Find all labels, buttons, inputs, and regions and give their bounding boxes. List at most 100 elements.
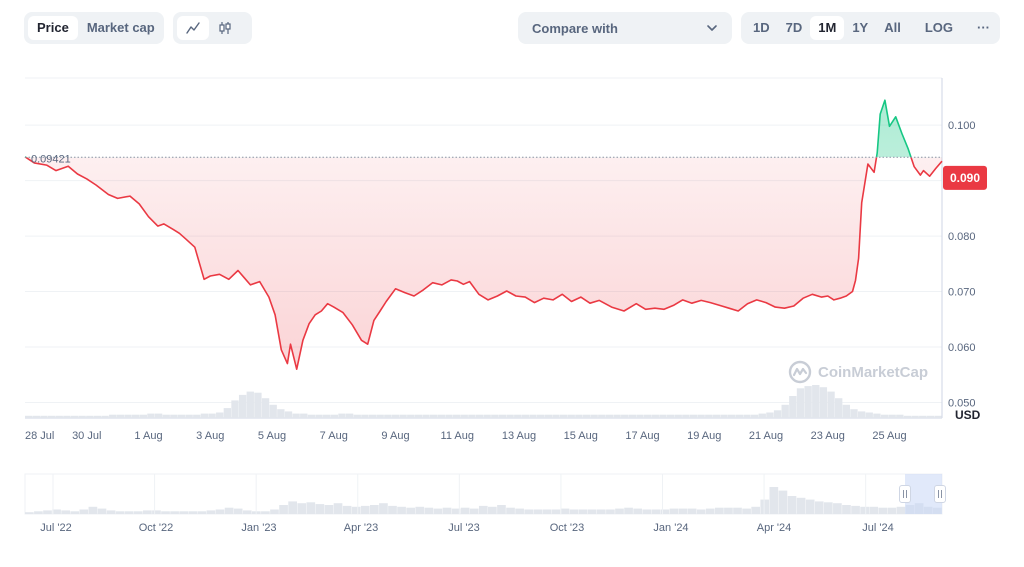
volume-bar: [131, 414, 140, 418]
overview-left-handle[interactable]: [899, 485, 911, 503]
x-tick-label: 1 Aug: [134, 430, 162, 442]
volume-bar: [124, 414, 132, 418]
volume-bar: [284, 411, 293, 418]
volume-bar: [86, 415, 94, 418]
overview-volume-bar: [823, 502, 833, 514]
overview-volume-bar: [478, 505, 488, 514]
overview-volume-bar: [633, 508, 642, 514]
line-chart-button[interactable]: [177, 16, 209, 40]
tab-price[interactable]: Price: [28, 16, 78, 40]
overview-volume-bar: [242, 510, 252, 514]
y-tick-label: 0.100: [948, 120, 976, 132]
price-area: [24, 99, 943, 370]
overview-volume-bar: [88, 506, 98, 514]
range-7d[interactable]: 7D: [785, 20, 803, 35]
chart-toolbar: Price Market cap Compare with 1D 7D 1M 1…: [0, 0, 1024, 56]
volume-bar: [812, 385, 820, 418]
overview-volume-bar: [52, 509, 61, 514]
overview-volume-bar: [851, 505, 860, 514]
volume-bar: [361, 414, 369, 418]
x-tick-label: 28 Jul: [25, 430, 54, 442]
overview-volume-bar: [106, 510, 116, 514]
volume-bar: [468, 414, 476, 418]
volume-bar: [430, 414, 438, 418]
volume-bar: [170, 414, 178, 418]
range-all[interactable]: All: [884, 20, 901, 35]
overview-volume-bar: [34, 511, 43, 514]
overview-volume-bar: [705, 508, 715, 514]
overview-x-tick-label: Jan '24: [653, 522, 688, 534]
volume-bar: [399, 414, 407, 418]
volume-bar: [758, 413, 766, 418]
overview-volume-bar: [70, 511, 80, 514]
overview-volume-bar: [533, 509, 543, 514]
overview-volume-bar: [261, 511, 270, 514]
range-overview[interactable]: Jul '22 Oct '22 Jan '23 Apr '23 Jul '23 Oct '…: [24, 473, 943, 534]
range-1m[interactable]: 1M: [810, 16, 845, 40]
overview-volume-bar: [224, 507, 234, 514]
overview-volume-bar: [833, 503, 842, 514]
overview-volume-bar: [324, 505, 334, 514]
volume-bar: [781, 404, 789, 418]
range-1y[interactable]: 1Y: [852, 20, 869, 35]
volume-bar: [238, 394, 247, 418]
range-1d[interactable]: 1D: [753, 20, 770, 35]
coinmarketcap-watermark: CoinMarketCap: [788, 360, 928, 384]
overview-volume-bar: [596, 509, 606, 514]
volume-bar: [498, 414, 507, 418]
overview-volume-bar: [206, 510, 216, 514]
volume-bar: [177, 414, 186, 418]
x-tick-label: 25 Aug: [872, 430, 906, 442]
x-tick-label: 3 Aug: [196, 430, 224, 442]
overview-volume-bar: [270, 509, 279, 514]
overview-volume-bar: [161, 511, 170, 514]
overview-volume-bar: [687, 508, 697, 514]
x-tick-label: 30 Jul: [72, 430, 101, 442]
overview-volume-bar: [342, 505, 352, 514]
volume-bar: [827, 391, 835, 418]
overview-volume-bar: [43, 510, 52, 514]
y-tick-label: 0.050: [948, 397, 976, 409]
overview-x-tick-label: Jul '23: [448, 522, 479, 534]
overview-volume-bar: [460, 507, 470, 514]
overview-volume-bar: [370, 505, 379, 514]
more-options-button[interactable]: ···: [977, 20, 991, 35]
volume-bar: [651, 414, 659, 418]
volume-bar: [888, 414, 896, 418]
volume-bar: [590, 414, 598, 418]
volume-bar: [697, 414, 705, 418]
currency-label: USD: [955, 408, 981, 422]
overview-volume-bar: [678, 508, 688, 514]
overview-right-handle[interactable]: [934, 485, 946, 503]
volume-bar: [223, 408, 232, 418]
volume-bar: [208, 413, 216, 418]
log-scale-toggle[interactable]: LOG: [924, 20, 954, 35]
overview-volume-bar: [143, 510, 152, 514]
reference-price-label: 0.09421: [31, 153, 71, 165]
volume-bars: [25, 385, 942, 418]
overview-volume-bar: [170, 511, 179, 514]
compare-with-dropdown[interactable]: Compare with: [518, 12, 732, 44]
overview-x-tick-label: Jul '24: [862, 522, 893, 534]
volume-bar: [323, 414, 331, 418]
tab-market-cap[interactable]: Market cap: [86, 20, 155, 35]
volume-bar: [315, 414, 323, 418]
overview-volume-bar: [787, 496, 797, 514]
overview-volume-bar: [733, 507, 742, 514]
chart-type-toggle: Price Market cap: [24, 12, 164, 44]
overview-volume-bar: [560, 508, 570, 514]
y-tick-label: 0.070: [948, 287, 976, 299]
volume-bar: [345, 413, 354, 418]
volume-bar: [330, 414, 339, 418]
volume-bar: [613, 414, 621, 418]
overview-volume-bar: [306, 502, 316, 514]
overview-volume-bar: [315, 504, 325, 514]
volume-bar: [254, 392, 262, 418]
overview-volume-bar: [451, 508, 461, 514]
candlestick-button[interactable]: [209, 16, 241, 40]
overview-volume-bar: [615, 508, 624, 514]
volume-bar: [659, 414, 667, 418]
volume-bar: [521, 414, 530, 418]
volume-bar: [743, 414, 751, 418]
